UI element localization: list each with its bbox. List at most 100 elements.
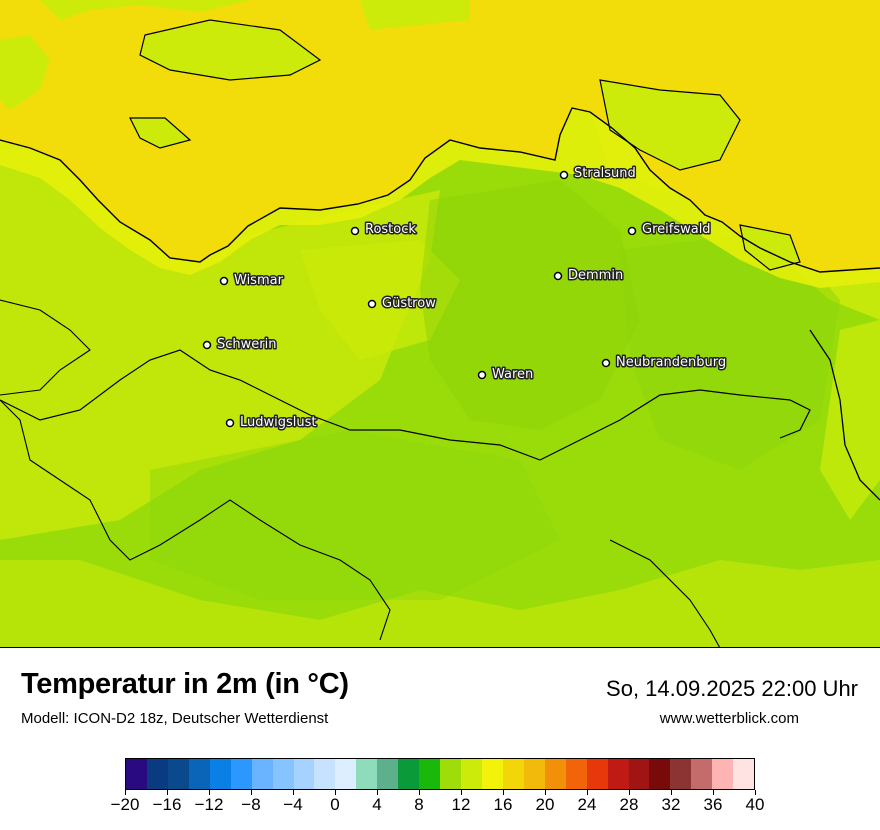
legend-swatch	[565, 759, 587, 789]
map-title: Temperatur in 2m (in °C)	[21, 668, 349, 700]
city-marker[interactable]: Neubrandenburg	[601, 354, 728, 372]
city-marker[interactable]: Ludwigslust	[225, 414, 318, 432]
legend-swatch	[230, 759, 252, 789]
city-label: Schwerin	[217, 337, 276, 352]
legend-tick-label: 36	[703, 795, 723, 814]
city-label: Waren	[492, 367, 533, 382]
island-mon	[360, 0, 470, 30]
city-label: Greifswald	[642, 222, 711, 237]
legend-swatch	[733, 759, 755, 789]
legend-swatch	[188, 759, 210, 789]
island-usedom	[740, 225, 800, 270]
coastline-usedom	[739, 224, 801, 271]
legend-tick-mark	[586, 790, 588, 795]
legend-swatch	[544, 759, 566, 789]
warm-zone-east	[820, 320, 880, 520]
city-layer: Stralsund Rostock Greifswald Wismar Demm…	[202, 165, 728, 432]
city-marker[interactable]: Schwerin	[202, 336, 278, 354]
island-falster	[140, 20, 320, 80]
legend-swatch	[586, 759, 608, 789]
city-marker[interactable]: Wismar	[219, 272, 285, 290]
legend-tick-mark	[712, 790, 714, 795]
city-label: Rostock	[365, 222, 416, 237]
cool-zone-center	[420, 180, 640, 430]
legend-tick-label: −8	[241, 795, 261, 814]
city-label: Neubrandenburg	[616, 355, 726, 370]
legend-swatch	[523, 759, 545, 789]
legend-tick-mark	[292, 790, 294, 795]
model-source: Modell: ICON-D2 18z, Deutscher Wetterdie…	[21, 710, 329, 727]
city-marker[interactable]: Güstrow	[367, 295, 438, 313]
city-label: Stralsund	[574, 166, 636, 181]
legend-tick-mark	[418, 790, 420, 795]
city-marker[interactable]: Greifswald	[627, 221, 712, 239]
city-label: Güstrow	[382, 296, 436, 311]
legend-tick-label: 40	[745, 795, 765, 814]
legend-swatch	[419, 759, 441, 789]
legend-tick-label: 0	[330, 795, 340, 814]
legend-tick-mark	[628, 790, 630, 795]
legend-swatch	[167, 759, 189, 789]
city-marker[interactable]: Rostock	[350, 221, 418, 239]
city-marker[interactable]: Stralsund	[559, 165, 637, 183]
legend-swatch	[314, 759, 336, 789]
island-ruegen	[600, 80, 740, 170]
legend-swatch	[293, 759, 315, 789]
legend-swatch	[607, 759, 629, 789]
legend-swatch	[398, 759, 420, 789]
legend-tick-label: 20	[535, 795, 555, 814]
island-fehmarn	[0, 35, 50, 110]
legend-tick-mark	[334, 790, 336, 795]
legend-tick-label: 24	[577, 795, 597, 814]
legend-swatch	[251, 759, 273, 789]
legend-tick-mark	[754, 790, 756, 795]
legend-swatch	[670, 759, 692, 789]
legend-tick-label: 4	[372, 795, 382, 814]
cool-zone-south	[150, 430, 560, 600]
legend-tick-label: 8	[414, 795, 424, 814]
legend-swatch	[272, 759, 294, 789]
legend-swatch	[356, 759, 378, 789]
legend-tick-label: −16	[152, 795, 182, 814]
map-canvas: Stralsund Rostock Greifswald Wismar Demm…	[0, 0, 880, 647]
city-marker[interactable]: Demmin	[553, 267, 625, 285]
legend-tick-mark	[670, 790, 672, 795]
coastline-falster	[139, 19, 322, 81]
temperature-map: Stralsund Rostock Greifswald Wismar Demm…	[0, 0, 880, 648]
legend-tick-label: 12	[451, 795, 471, 814]
legend-swatch	[126, 759, 147, 789]
legend-swatch	[691, 759, 713, 789]
border-schleswig-holstein	[0, 299, 91, 396]
legend-swatch	[146, 759, 168, 789]
legend-tick-mark	[124, 790, 126, 795]
legend-swatch	[502, 759, 524, 789]
website-link[interactable]: www.wetterblick.com	[659, 710, 799, 727]
legend-tick-mark	[460, 790, 462, 795]
island-lolland	[40, 0, 250, 20]
warm-zone-south	[0, 560, 880, 647]
legend-swatch	[628, 759, 650, 789]
legend-tick-mark	[166, 790, 168, 795]
city-label: Ludwigslust	[240, 415, 317, 430]
warm-zone-center	[300, 240, 460, 360]
coastline-ruegen	[599, 79, 741, 171]
legend-swatch	[440, 759, 461, 789]
legend-tick-label: −12	[194, 795, 224, 814]
coastline-mainland	[0, 107, 880, 273]
legend-swatch	[335, 759, 357, 789]
legend-tick-mark	[502, 790, 504, 795]
border-brandenburg	[0, 349, 811, 461]
forecast-datetime: So, 14.09.2025 22:00 Uhr	[606, 676, 858, 701]
legend-tick-mark	[250, 790, 252, 795]
legend-tick-label: 16	[493, 795, 513, 814]
legend-swatch	[481, 759, 503, 789]
cool-zone-east	[620, 230, 840, 470]
legend-tick-label: 28	[619, 795, 639, 814]
legend-ticks: −20 −16 −12 −8 −4 0 4 8 12 16 20 24 28 32 36 40	[111, 790, 764, 826]
coastal-shallows	[0, 108, 880, 288]
border-berlin	[609, 539, 721, 647]
legend-swatch	[712, 759, 734, 789]
legend-swatch	[649, 759, 671, 789]
legend-tick-mark	[544, 790, 546, 795]
city-marker[interactable]: Waren	[477, 366, 535, 384]
